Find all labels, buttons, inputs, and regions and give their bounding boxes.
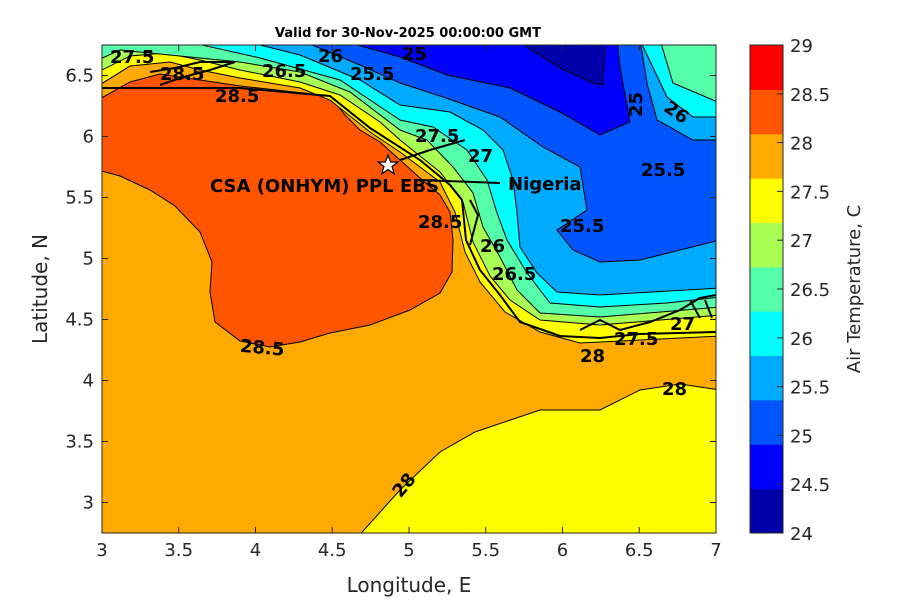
colorbar-label: Air Temperature, C	[844, 205, 865, 373]
y-tick-label: 4	[83, 371, 94, 392]
x-axis-label: Longitude, E	[347, 573, 472, 597]
colorbar-tick-label: 24	[790, 524, 813, 545]
contour-label: 28.5	[215, 86, 259, 107]
colorbar-band	[750, 311, 783, 357]
x-tick-label: 7	[710, 540, 721, 561]
x-tick-label: 3	[96, 540, 107, 561]
national-border	[399, 139, 716, 332]
colorbar-tick-label: 26	[790, 329, 813, 350]
colorbar-tick-label: 27.5	[790, 182, 830, 203]
contour-label: 27	[468, 146, 493, 167]
y-tick-label: 6	[83, 127, 94, 148]
contour-labels: 27.5 28.5 26 25.5 25 26.5 28.5 25 26 25.…	[110, 44, 695, 502]
y-tick-label: 4.5	[65, 310, 94, 331]
y-axis-label: Latitude, N	[28, 234, 52, 344]
x-tick-label: 6	[557, 540, 568, 561]
contour-label: 26.5	[492, 264, 536, 285]
colorbar-band	[750, 178, 783, 223]
contour-label: 28	[662, 379, 687, 400]
star-icon	[376, 153, 400, 176]
colorbar-tick-label: 28	[790, 134, 813, 155]
contour-label: 25	[402, 44, 427, 65]
contour-label: 28.5	[160, 64, 204, 85]
country-label: Nigeria	[508, 174, 582, 195]
contour-label: 25.5	[560, 216, 604, 237]
colorbar-band	[750, 133, 783, 179]
colorbar: 24 24.5 25 25.5 26 26.5 27 27.5 28 28.5 29	[750, 36, 830, 545]
contour-label: 25.5	[641, 160, 685, 181]
contour-label: 28	[580, 346, 605, 367]
band-24-24.5	[524, 45, 606, 86]
y-tick-label: 3.5	[65, 432, 94, 453]
y-axis: 3 3.5 4 4.5 5 5.5 6 6.5	[65, 66, 716, 514]
contour-label: 28.5	[418, 212, 462, 233]
y-tick-label: 6.5	[65, 66, 94, 87]
contour-label: 27.5	[614, 329, 658, 350]
colorbar-frame	[749, 44, 784, 534]
y-tick-label: 3	[83, 493, 94, 514]
contour-label: 27.5	[415, 126, 459, 147]
x-tick-label: 4	[250, 540, 261, 561]
x-axis: 3 3.5 4 4.5 5 5.5 6 6.5 7	[96, 45, 722, 561]
contour-field	[102, 45, 716, 533]
x-tick-label: 5.5	[471, 540, 500, 561]
contour-label: 28.5	[239, 336, 285, 361]
contour-label: 25	[626, 92, 647, 117]
colorbar-tick-label: 27	[790, 231, 813, 252]
chart-title: Valid for 30-Nov-2025 00:00:00 GMT	[275, 26, 541, 41]
colorbar-tick-label: 29	[790, 36, 813, 57]
contour-label: 27.5	[110, 47, 154, 68]
colorbar-tick-label: 28.5	[790, 85, 830, 106]
band-27.5-28-south	[360, 383, 716, 533]
contour-label: 26	[318, 46, 343, 67]
x-tick-label: 4.5	[318, 540, 347, 561]
x-tick-label: 3.5	[164, 540, 193, 561]
colorbar-tick-label: 26.5	[790, 280, 830, 301]
colorbar-band	[750, 222, 783, 268]
coastline	[102, 61, 716, 340]
colorbar-tick-label: 24.5	[790, 475, 830, 496]
contour-label: 26.5	[262, 61, 306, 82]
colorbar-band	[750, 444, 783, 490]
colorbar-tick-label: 25.5	[790, 378, 830, 399]
contour-label: 26	[480, 236, 505, 257]
colorbar-band	[750, 399, 783, 445]
colorbar-tick-label: 25	[790, 426, 813, 447]
site-label: CSA (ONHYM) PPL EBS	[210, 176, 439, 197]
colorbar-band	[750, 488, 783, 534]
contour-label: 27	[670, 314, 695, 335]
x-tick-label: 6.5	[625, 540, 654, 561]
colorbar-band	[750, 355, 783, 401]
colorbar-band	[750, 89, 783, 135]
x-tick-label: 5	[403, 540, 414, 561]
contour-label: 25.5	[350, 64, 394, 85]
colorbar-band	[750, 45, 783, 90]
y-tick-label: 5	[83, 249, 94, 270]
y-tick-label: 5.5	[65, 188, 94, 209]
